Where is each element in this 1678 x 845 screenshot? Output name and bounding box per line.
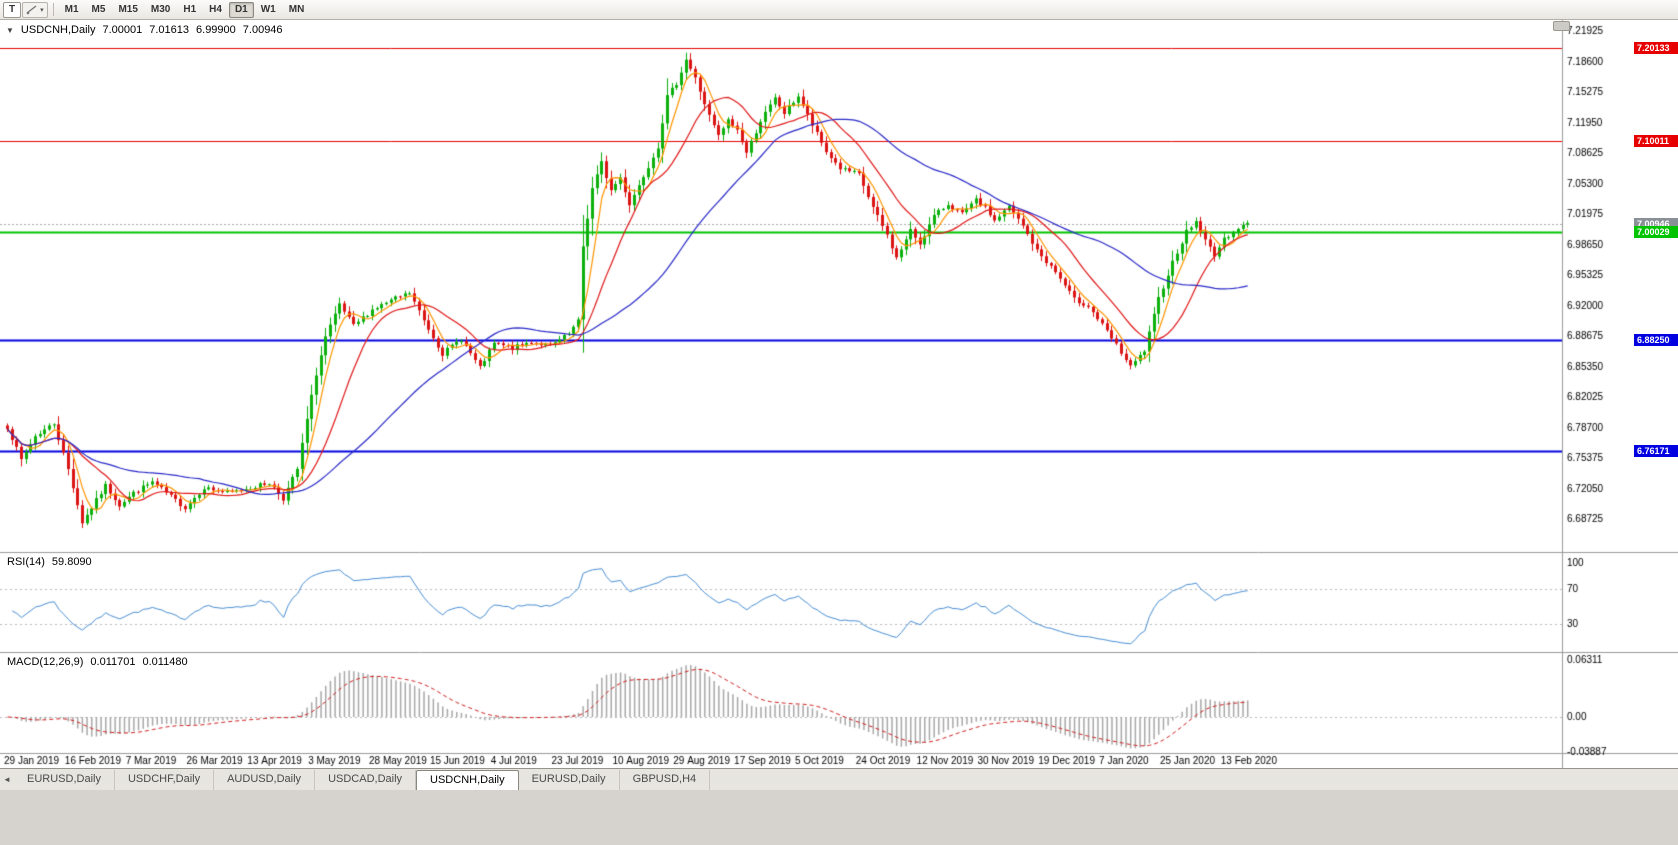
tab-gbpusd-h4[interactable]: GBPUSD,H4 — [620, 770, 711, 790]
chevron-down-icon: ▾ — [40, 6, 44, 14]
timeframe-d1-button[interactable]: D1 — [228, 1, 254, 18]
tab-usdchf-daily[interactable]: USDCHF,Daily — [115, 770, 215, 790]
top-toolbar: T ▾ M1 M5 M15 M30 H1 H4 D1 W1 MN — [0, 0, 1678, 20]
tab-eurusd-daily-2[interactable]: EURUSD,Daily — [519, 770, 620, 790]
chart-canvas[interactable] — [0, 20, 1678, 768]
timeframe-mn-button[interactable]: MN — [288, 3, 305, 15]
text-tool-button[interactable]: T — [3, 1, 22, 18]
timeframe-m30-button[interactable]: M30 — [150, 3, 171, 15]
toolbar-separator — [52, 3, 54, 16]
timeframe-h4-button[interactable]: H4 — [209, 3, 222, 15]
timeframe-w1-button[interactable]: W1 — [260, 3, 276, 15]
tab-usdcnh-daily[interactable]: USDCNH,Daily — [416, 770, 519, 791]
chart-window: ▼ USDCNH,Daily 7.00001 7.01613 6.99900 7… — [0, 20, 1678, 768]
window-background — [0, 790, 1678, 845]
timeframe-h1-button[interactable]: H1 — [183, 3, 197, 15]
chart-scroll-thumb[interactable] — [1553, 21, 1570, 31]
tab-eurusd-daily[interactable]: EURUSD,Daily — [14, 770, 115, 790]
timeframe-m15-button[interactable]: M15 — [118, 3, 138, 15]
tab-audusd-daily[interactable]: AUDUSD,Daily — [214, 770, 316, 790]
tab-usdcad-daily[interactable]: USDCAD,Daily — [315, 770, 417, 790]
chart-tabs-bar: ◄ EURUSD,Daily USDCHF,Daily AUDUSD,Daily… — [0, 768, 1678, 791]
trendline-tool-icon — [26, 5, 37, 15]
timeframe-m5-button[interactable]: M5 — [91, 3, 106, 15]
timeframe-m1-button[interactable]: M1 — [64, 3, 79, 15]
line-tools-button[interactable]: ▾ — [22, 1, 48, 18]
tabs-scroll-left-button[interactable]: ◄ — [3, 775, 11, 784]
